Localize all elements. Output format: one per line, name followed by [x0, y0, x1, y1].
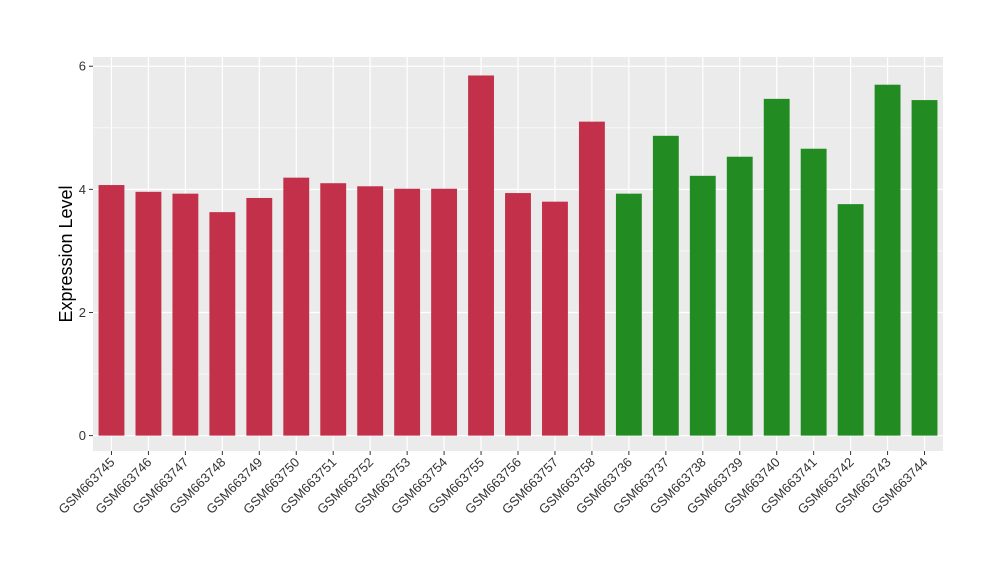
bar	[763, 98, 790, 436]
y-axis: 0 2 4 6	[79, 59, 93, 443]
bar	[431, 188, 458, 436]
bar	[357, 186, 384, 436]
bar	[911, 100, 938, 436]
y-axis-title: Expression Level	[56, 185, 76, 322]
bar	[542, 201, 568, 436]
bar	[652, 135, 679, 436]
bar	[209, 212, 236, 436]
bar	[505, 193, 531, 436]
bar-series	[98, 75, 938, 436]
bar	[394, 188, 421, 436]
bar	[837, 204, 864, 436]
y-tick-label: 4	[79, 182, 86, 197]
bar	[172, 193, 199, 436]
y-tick-label: 2	[79, 305, 86, 320]
y-tick-label: 0	[79, 428, 86, 443]
bar	[689, 175, 716, 436]
bar	[98, 185, 125, 436]
bar	[135, 191, 162, 436]
x-axis: GSM663745GSM663746GSM663747GSM663748GSM6…	[55, 451, 931, 517]
bar	[800, 148, 827, 436]
bar	[726, 156, 753, 436]
bar	[246, 197, 273, 436]
bar	[615, 193, 642, 436]
bar	[320, 183, 347, 436]
y-tick-label: 6	[79, 59, 86, 74]
bar	[468, 75, 494, 436]
bar	[578, 121, 605, 436]
bar	[283, 177, 310, 436]
bar	[874, 84, 901, 436]
